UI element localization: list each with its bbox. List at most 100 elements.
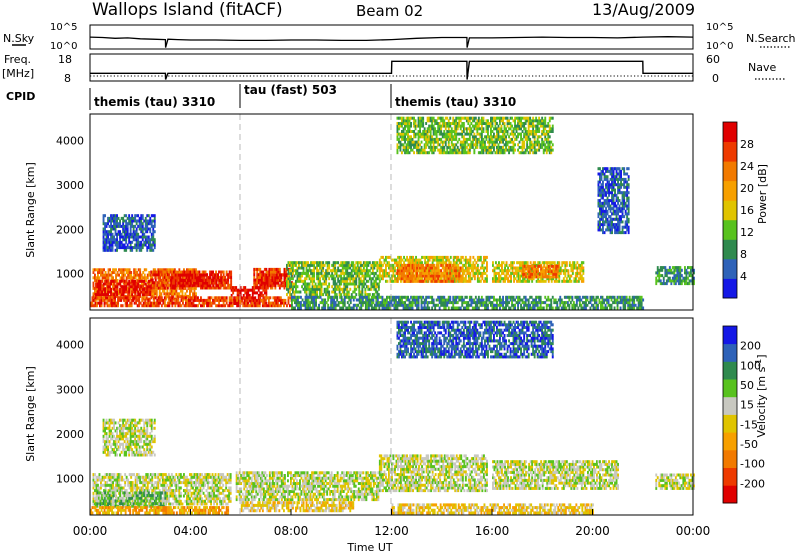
data-cell: [365, 285, 368, 289]
data-cell: [568, 306, 571, 310]
data-cell: [108, 248, 111, 252]
data-cell: [140, 290, 143, 294]
data-cell: [477, 301, 480, 305]
data-cell: [310, 295, 313, 299]
data-cell: [473, 271, 476, 275]
data-cell: [290, 277, 293, 281]
data-cell: [151, 304, 154, 308]
data-cell: [595, 301, 598, 305]
data-cell: [150, 286, 153, 290]
data-cell: [143, 279, 146, 283]
data-cell: [453, 274, 456, 278]
data-cell: [314, 261, 317, 265]
data-cell: [91, 304, 94, 308]
data-cell: [228, 304, 231, 308]
data-cell: [495, 261, 497, 265]
data-cell: [687, 266, 689, 270]
data-cell: [621, 301, 623, 305]
data-cell: [362, 277, 365, 281]
data-cell: [122, 287, 125, 291]
data-cell: [306, 303, 308, 307]
data-cell: [665, 271, 668, 275]
data-cell: [136, 279, 139, 282]
data-cell: [461, 263, 464, 267]
cpid-label: CPID: [6, 90, 35, 103]
data-cell: [365, 261, 368, 265]
data-cell: [464, 274, 467, 278]
data-cell: [516, 271, 518, 275]
data-cell: [373, 293, 376, 297]
data-cell: [305, 285, 308, 289]
data-cell: [491, 295, 494, 299]
data-cell: [366, 295, 369, 299]
data-cell: [222, 286, 225, 290]
data-cell: [275, 304, 278, 308]
data-cell: [440, 271, 443, 275]
data-cell: [379, 301, 382, 305]
data-cell: [110, 216, 112, 220]
data-cell: [307, 303, 310, 307]
data-cell: [154, 296, 157, 300]
data-cell: [539, 295, 542, 299]
data-cell: [336, 298, 339, 302]
data-cell: [440, 295, 443, 299]
data-cell: [272, 267, 275, 271]
data-cell: [463, 258, 466, 262]
data-cell: [128, 276, 131, 280]
data-cell: [187, 281, 189, 285]
data-cell: [230, 296, 233, 300]
data-cell: [461, 255, 464, 259]
data-cell: [609, 303, 611, 307]
data-cell: [416, 295, 418, 299]
data-cell: [141, 293, 144, 297]
data-cell: [546, 270, 549, 274]
data-cell: [483, 269, 485, 273]
data-cell: [174, 276, 177, 280]
data-cell: [458, 306, 461, 310]
data-cell: [378, 269, 381, 273]
data-cell: [343, 263, 346, 267]
data-cell: [156, 283, 159, 287]
data-cell: [585, 295, 587, 299]
data-cell: [122, 273, 125, 277]
data-cell: [272, 278, 275, 282]
data-cell: [218, 279, 221, 282]
data-cell: [105, 240, 108, 244]
data-cell: [455, 306, 458, 310]
data-cell: [521, 301, 524, 305]
data-cell: [345, 295, 348, 299]
data-cell: [478, 279, 481, 283]
data-cell: [134, 246, 137, 250]
data-cell: [682, 276, 685, 280]
data-cell: [289, 263, 291, 267]
data-cell: [472, 266, 475, 270]
data-cell: [355, 277, 358, 281]
data-cell: [259, 267, 262, 271]
data-cell: [385, 255, 387, 259]
data-cell: [476, 274, 479, 278]
data-cell: [105, 235, 108, 239]
data-cell: [143, 293, 146, 297]
data-cell: [157, 275, 160, 279]
data-cell: [173, 279, 176, 282]
data-cell: [476, 271, 479, 275]
data-cell: [431, 295, 434, 299]
data-cell: [438, 301, 441, 305]
data-cell: [637, 303, 640, 307]
data-cell: [134, 232, 137, 236]
data-cell: [140, 243, 143, 247]
data-cell: [299, 290, 302, 294]
data-cell: [193, 273, 195, 277]
data-cell: [416, 303, 418, 307]
data-cell: [153, 243, 156, 247]
data-cell: [278, 273, 281, 277]
data-cell: [505, 295, 507, 299]
data-cell: [498, 263, 500, 267]
data-cell: [143, 240, 146, 244]
data-cell: [164, 286, 167, 290]
data-cell: [274, 267, 277, 271]
data-cell: [138, 296, 141, 300]
data-cell: [619, 298, 622, 302]
data-cell: [446, 263, 449, 267]
data-cell: [536, 301, 539, 305]
